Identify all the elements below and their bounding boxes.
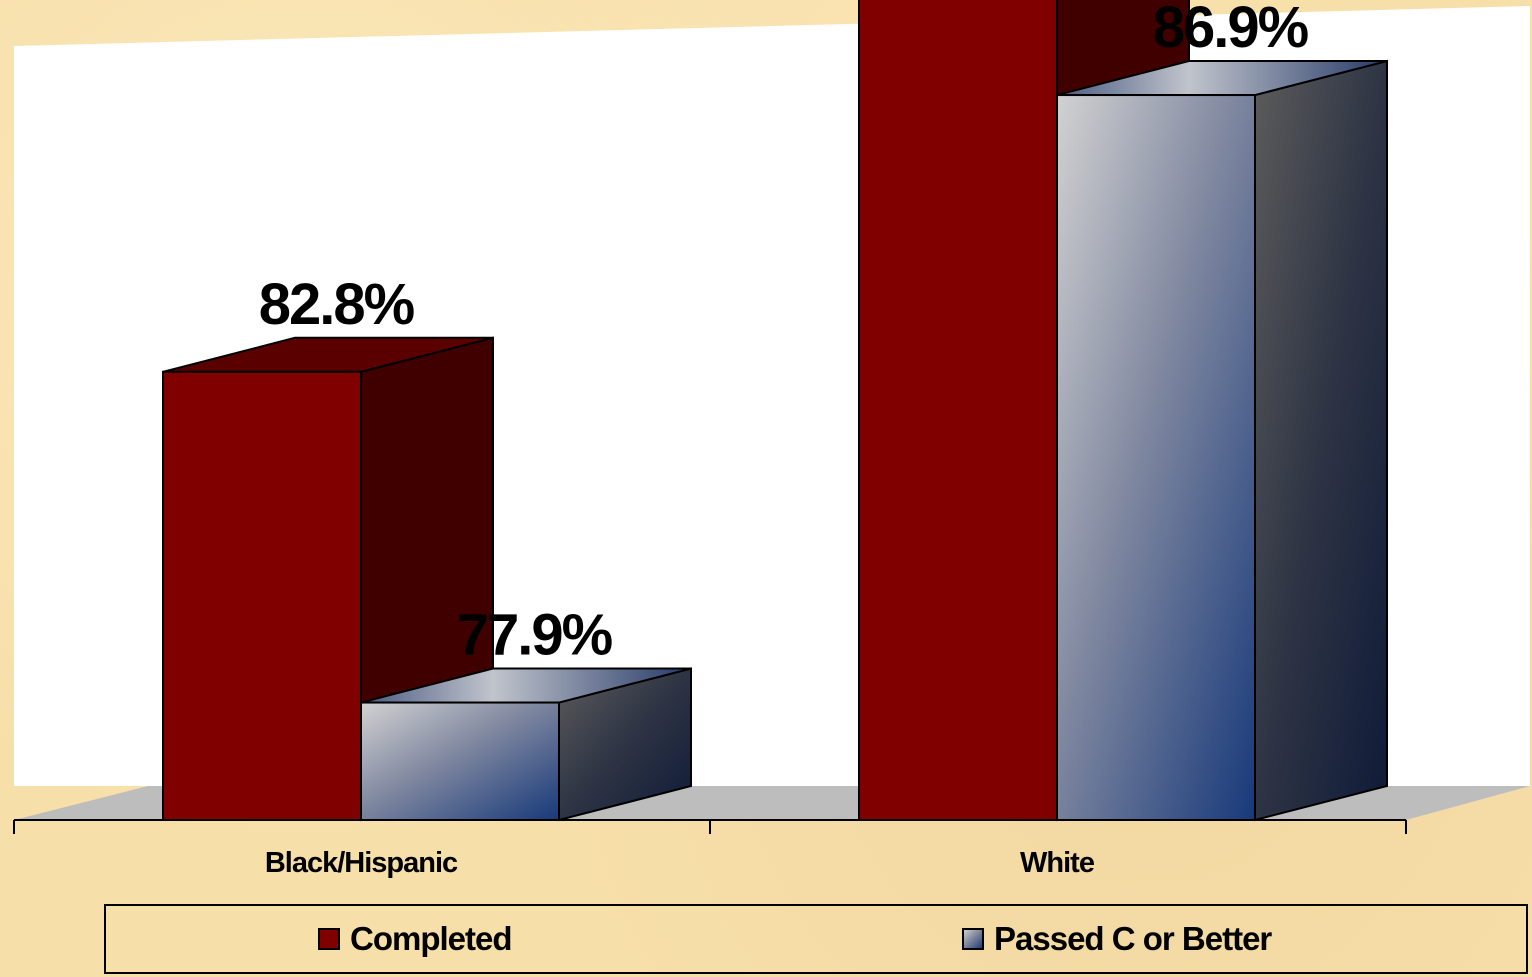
legend-item-completed: Completed <box>318 920 513 957</box>
legend: Completed Passed C or Better <box>104 904 1528 974</box>
value-label-passed: 77.9% <box>457 603 613 668</box>
legend-swatch-passed <box>962 928 984 950</box>
category-labels: Black/Hispanic White <box>265 847 1096 879</box>
bar-front <box>162 370 362 821</box>
legend-item-passed: Passed C or Better <box>962 920 1272 957</box>
bar-passed <box>1056 59 1388 822</box>
bar-front <box>858 0 1058 822</box>
bar-front <box>1056 94 1256 822</box>
value-labels: 82.8%77.9%89.5%86.9% <box>259 0 1311 668</box>
legend-label-completed: Completed <box>350 920 513 957</box>
category-label: Black/Hispanic <box>265 847 458 879</box>
bars <box>162 0 1388 822</box>
bar-passed <box>360 667 692 822</box>
value-label-passed: 86.9% <box>1153 0 1309 60</box>
bar-front <box>360 701 560 821</box>
value-label-completed: 82.8% <box>259 272 415 337</box>
legend-label-passed: Passed C or Better <box>994 920 1272 957</box>
category-label: White <box>1020 847 1095 879</box>
bar-side <box>1254 59 1388 822</box>
legend-swatch-completed <box>318 928 340 950</box>
